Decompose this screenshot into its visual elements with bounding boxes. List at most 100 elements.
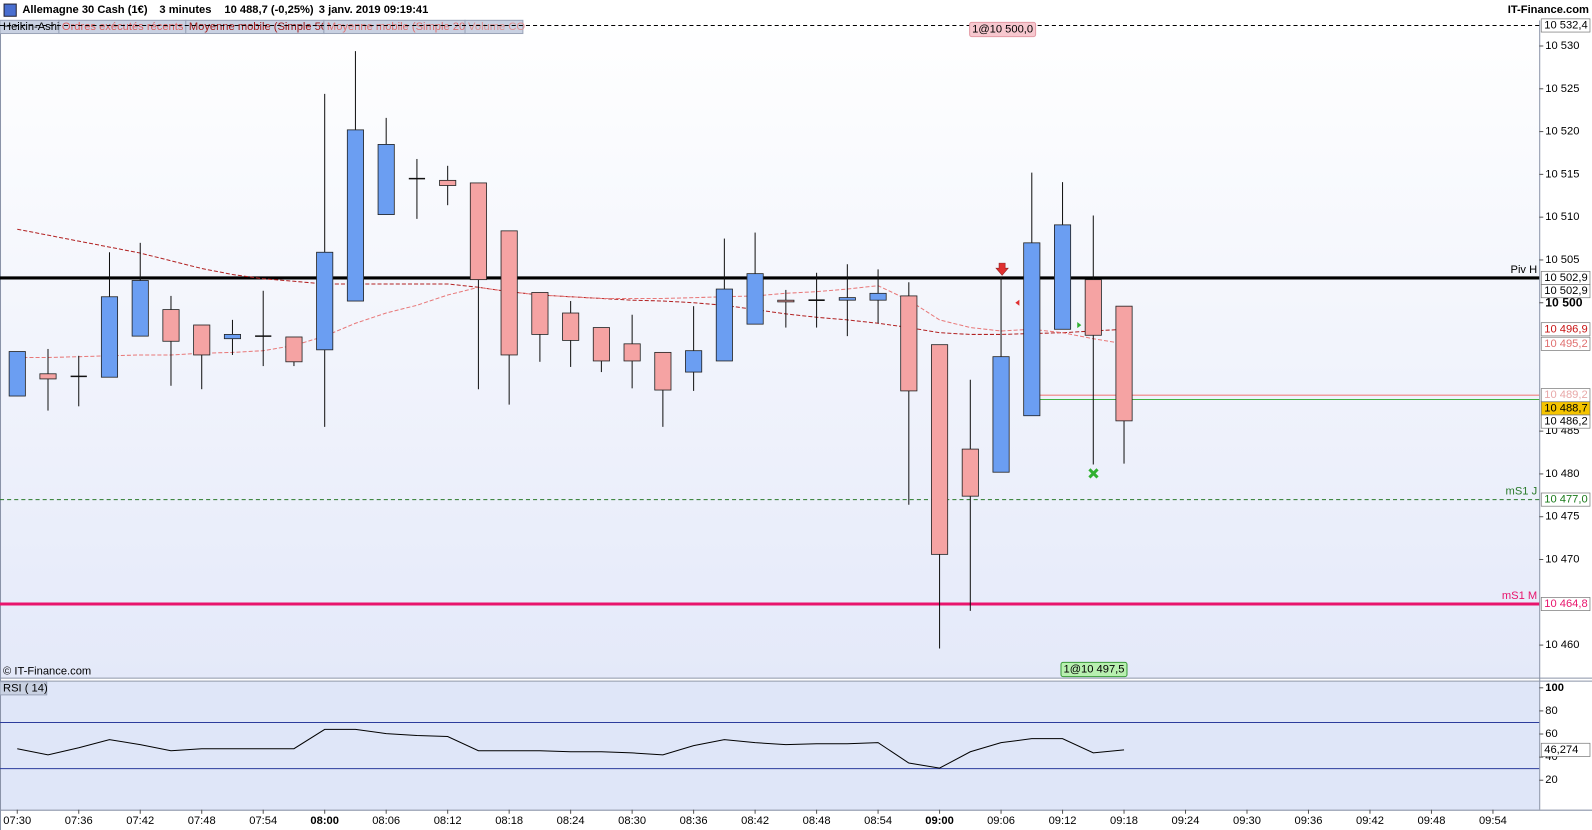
candle-body [346, 129, 364, 302]
price-tag-label: 10 486,2 [1544, 416, 1587, 428]
x-tick-label: 07:36 [65, 815, 93, 827]
order-box[interactable] [969, 21, 1037, 38]
x-tick-label: 07:42 [126, 815, 154, 827]
candle-body [623, 343, 641, 362]
price-tag [1540, 322, 1591, 337]
price-tag [1540, 336, 1591, 351]
x-tick-label: 08:00 [310, 815, 339, 827]
period: 3 minutes [159, 4, 211, 16]
order-label: 1@10 497,5 [1064, 663, 1125, 675]
y-tick-label: 10 475 [1545, 511, 1579, 523]
tab[interactable] [464, 19, 524, 35]
trade-marker[interactable] [1077, 322, 1082, 329]
x-tick-label: 08:42 [741, 815, 769, 827]
candle-body [316, 251, 334, 351]
candle-body [8, 351, 26, 397]
tab-label: Volume CO [468, 21, 525, 33]
x-tick-label: 08:12 [434, 815, 462, 827]
price-tag-label: 46,274 [1544, 744, 1578, 756]
x-tick-label: 09:24 [1172, 815, 1200, 827]
candle-body [592, 327, 610, 362]
y-tick-label: 10 510 [1545, 211, 1579, 223]
order-box[interactable] [1060, 661, 1128, 678]
candle-body [1023, 242, 1041, 417]
candle-body [1084, 279, 1102, 336]
level-label: Piv H [1511, 264, 1538, 276]
candle-body [654, 351, 672, 391]
trade-marker[interactable] [1088, 468, 1099, 479]
price-tag [1540, 492, 1591, 507]
x-tick-label: 08:06 [372, 815, 400, 827]
y-tick-label: 10 525 [1545, 83, 1579, 95]
price-tag-label: 10 496,9 [1544, 323, 1587, 335]
price-tag-label: 10 477,0 [1544, 494, 1587, 506]
y-tick-label: 10 520 [1545, 126, 1579, 138]
x-tick-label: 08:48 [803, 815, 831, 827]
tab-label: Moyenne mobile (Simple 20) [327, 21, 469, 33]
candle-body [469, 182, 487, 281]
trade-marker[interactable] [1015, 299, 1020, 306]
candle-body [685, 350, 703, 373]
y-tick-label: 10 470 [1545, 554, 1579, 566]
y-tick-label: 10 500 [1545, 296, 1582, 310]
x-tick-label: 09:30 [1233, 815, 1261, 827]
y-tick-label: 60 [1545, 728, 1557, 740]
y-tick-label: 100 [1545, 682, 1564, 694]
candle-body [1054, 224, 1072, 330]
tab-label: Heikin-Ashi [3, 21, 59, 33]
tab-label: Ordres exécutés récents [62, 21, 184, 33]
brand: IT-Finance.com [1508, 4, 1589, 16]
rsi-title: RSI ( 14) [3, 682, 48, 694]
candle-body [100, 296, 119, 378]
candle-body [900, 295, 918, 392]
x-tick-label: 09:54 [1479, 815, 1507, 827]
price-tag [1540, 284, 1591, 299]
y-tick-label: 20 [1545, 774, 1557, 786]
candle-body [746, 273, 764, 325]
price-tag-label: 10 495,2 [1544, 338, 1587, 350]
price-tag-label: 10 502,9 [1544, 285, 1587, 297]
x-tick-label: 09:48 [1418, 815, 1446, 827]
x-tick-label: 08:18 [495, 815, 523, 827]
x-tick-label: 09:12 [1049, 815, 1077, 827]
app-icon[interactable] [3, 3, 17, 17]
candle-body [223, 334, 241, 340]
candle-body [531, 292, 549, 335]
price-tag [1540, 597, 1591, 611]
x-tick-label: 07:54 [249, 815, 277, 827]
x-tick-label: 09:36 [1295, 815, 1323, 827]
x-tick-label: 07:30 [3, 815, 31, 827]
sell-arrow[interactable] [995, 262, 1009, 276]
candle-body [931, 344, 949, 555]
y-tick-label: 10 515 [1545, 168, 1579, 180]
rsi-line [17, 728, 1125, 769]
x-tick-label: 09:00 [925, 815, 954, 827]
x-tick-label: 09:18 [1110, 815, 1138, 827]
candle-body [992, 356, 1010, 473]
y-tick-label: 80 [1545, 705, 1557, 717]
copyright: © IT-Finance.com [3, 666, 91, 678]
x-tick-label: 08:24 [557, 815, 585, 827]
candle-body [500, 230, 518, 356]
y-tick-label: 10 505 [1545, 254, 1579, 266]
x-tick-label: 09:42 [1356, 815, 1384, 827]
candle-body [715, 288, 733, 362]
tab-label: Moyenne mobile (Simple 50) [189, 21, 331, 33]
price-tag-label: 10 502,9 [1544, 272, 1587, 284]
price-tag-label: 10 488,7 [1544, 402, 1587, 414]
chart-layer: 07:30 07:36 07:42 07:48 07:54 08:00 08:06 08:12… [0, 18, 1591, 827]
rsi-area [0, 681, 1540, 810]
y-tick-label: 10 530 [1545, 40, 1579, 52]
x-tick-label: 08:54 [864, 815, 892, 827]
candle-body [1115, 305, 1133, 422]
candle-body [131, 280, 149, 337]
x-tick-label: 09:06 [987, 815, 1015, 827]
price-tag-label: 10 464,8 [1544, 598, 1587, 610]
candle-body [838, 297, 856, 301]
candle-body [162, 309, 180, 342]
price-tag [1540, 414, 1591, 429]
datetime: 3 janv. 2019 09:19:41 [319, 4, 429, 16]
y-tick-label: 10 480 [1545, 468, 1579, 480]
rsi-tab[interactable] [0, 681, 48, 696]
